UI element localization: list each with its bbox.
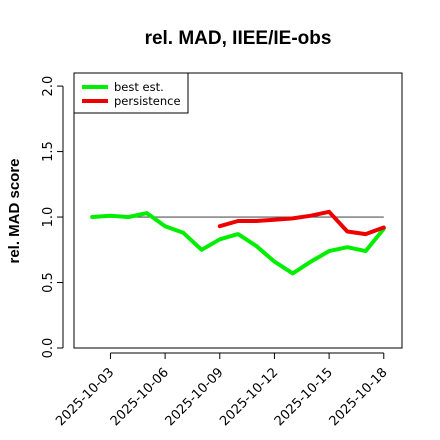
series-group (90, 209, 386, 276)
legend-box (73, 72, 189, 114)
series-line-best-est (90, 211, 386, 276)
y-tick-label: 1.0 (41, 207, 56, 228)
legend: best est. persistence (73, 72, 189, 114)
x-tick-label: 2025-10-18 (327, 365, 391, 429)
x-axis: 2025-10-032025-10-062025-10-092025-10-12… (53, 352, 391, 429)
y-tick-label: 2.0 (41, 76, 56, 97)
chart-title: rel. MAD, IIEE/IE-obs (145, 28, 332, 49)
plot-frame (73, 72, 403, 349)
legend-label-best-est: best est. (114, 80, 164, 94)
y-tick-label: 0.5 (41, 272, 56, 293)
y-tick-label: 1.5 (41, 141, 56, 162)
y-axis-title: rel. MAD score (6, 158, 23, 263)
y-axis: 0.0 0.5 1.0 1.5 2.0 (41, 76, 64, 359)
y-tick-label: 0.0 (41, 338, 56, 359)
series-line-persistence (217, 209, 386, 237)
legend-label-persistence: persistence (114, 94, 181, 108)
